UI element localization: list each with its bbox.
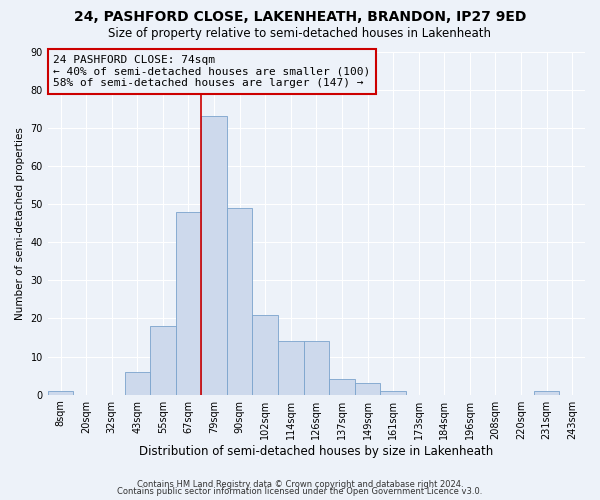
Bar [380, 391, 406, 394]
Text: Contains HM Land Registry data © Crown copyright and database right 2024.: Contains HM Land Registry data © Crown c… [137, 480, 463, 489]
Text: Size of property relative to semi-detached houses in Lakenheath: Size of property relative to semi-detach… [109, 28, 491, 40]
X-axis label: Distribution of semi-detached houses by size in Lakenheath: Distribution of semi-detached houses by … [139, 444, 494, 458]
Text: 24 PASHFORD CLOSE: 74sqm
← 40% of semi-detached houses are smaller (100)
58% of : 24 PASHFORD CLOSE: 74sqm ← 40% of semi-d… [53, 55, 370, 88]
Bar [125, 372, 150, 394]
Y-axis label: Number of semi-detached properties: Number of semi-detached properties [15, 126, 25, 320]
Bar [278, 342, 304, 394]
Text: 24, PASHFORD CLOSE, LAKENHEATH, BRANDON, IP27 9ED: 24, PASHFORD CLOSE, LAKENHEATH, BRANDON,… [74, 10, 526, 24]
Bar [150, 326, 176, 394]
Bar [48, 391, 73, 394]
Bar [227, 208, 253, 394]
Bar [355, 384, 380, 394]
Bar [329, 380, 355, 394]
Bar [201, 116, 227, 394]
Bar [304, 342, 329, 394]
Bar [253, 314, 278, 394]
Bar [534, 391, 559, 394]
Text: Contains public sector information licensed under the Open Government Licence v3: Contains public sector information licen… [118, 487, 482, 496]
Bar [176, 212, 201, 394]
